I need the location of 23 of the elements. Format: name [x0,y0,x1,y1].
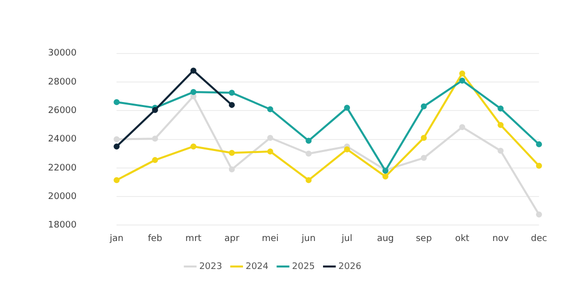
y-tick-label: 24000 [48,134,77,145]
x-tick-label: jul [340,234,352,244]
x-tick-label: mrt [185,234,202,244]
x-tick-label: sep [416,234,432,244]
y-tick-label: 30000 [48,48,77,59]
x-tick-label: feb [148,234,163,244]
legend-label: 2026 [338,262,362,272]
y-tick-label: 20000 [48,192,77,202]
legend-label: 2024 [246,262,269,272]
x-tick-label: nov [492,234,510,244]
x-tick-label: aug [376,234,394,244]
y-tick-label: 18000 [48,220,77,231]
x-tick-label: apr [224,234,240,244]
legend-label: 2025 [292,262,315,272]
x-tick-label: dec [530,234,548,244]
x-tick-label: okt [455,234,470,244]
x-tick-label: jan [108,234,124,244]
y-tick-label: 28000 [48,77,77,88]
y-tick-label: 22000 [48,163,77,174]
x-tick-label: jun [300,234,316,244]
y-tick-label: 26000 [48,106,77,116]
legend-label: 2023 [199,262,222,272]
x-tick-label: mei [262,234,279,244]
